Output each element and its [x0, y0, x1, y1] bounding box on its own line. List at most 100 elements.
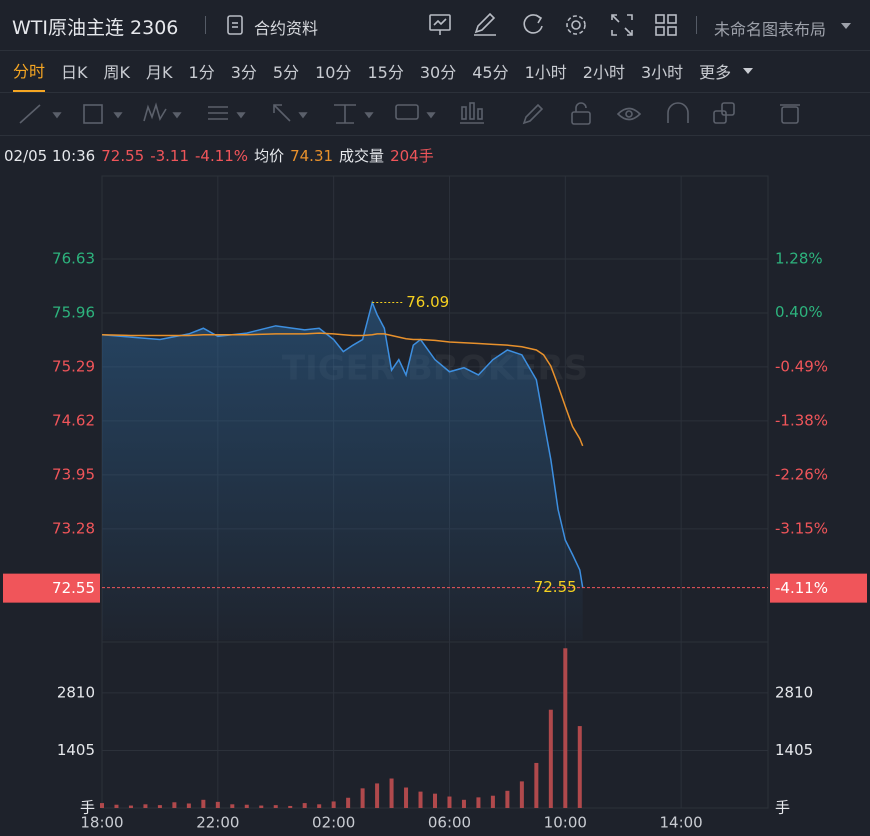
header: WTI原油主连 2306 合约资料 未命名图表布局	[0, 0, 870, 51]
max-label: 76.09	[406, 293, 449, 311]
volume-bar	[490, 795, 495, 808]
avg-value: 74.31	[290, 147, 334, 165]
quote-price: 72.55	[101, 147, 145, 165]
volume-bar	[534, 762, 539, 808]
y-tick-label: 73.28	[52, 519, 95, 537]
volume-bar	[244, 804, 249, 808]
doc-icon[interactable]	[226, 15, 244, 35]
separator	[205, 16, 206, 34]
volume-bar	[519, 781, 524, 808]
header-icons[interactable]	[428, 12, 688, 38]
avg-label: 均价	[254, 147, 285, 165]
y-tick-label: 73.95	[52, 465, 95, 483]
period-tab[interactable]: 5分	[272, 63, 300, 82]
period-tab[interactable]: 10分	[315, 63, 352, 82]
volume-bar	[201, 799, 206, 808]
last-pct-label: -4.11%	[775, 579, 828, 597]
period-tab[interactable]: 分时	[13, 50, 46, 92]
avg-line	[101, 332, 584, 447]
quote-line: 02/05 10:36 72.55 -3.11 -4.11% 均价 74.31 成交量 204…	[4, 145, 440, 166]
period-tab[interactable]: 1小时	[524, 63, 567, 82]
toolbar-icons[interactable]	[0, 93, 870, 135]
volume-bar	[548, 709, 553, 808]
y2-tick-label: -1.38%	[775, 412, 828, 430]
last-price-axis-label: 72.55	[52, 579, 95, 597]
volume-bar	[128, 805, 133, 808]
quote-time: 02/05 10:36	[4, 147, 96, 165]
volume-bar	[418, 791, 423, 808]
last-pct-box	[770, 573, 867, 603]
y2-tick-label: 1.28%	[775, 249, 823, 267]
volume-bar	[346, 797, 351, 808]
period-tab[interactable]: 月K	[146, 63, 173, 82]
period-tab[interactable]: 周K	[103, 63, 131, 82]
volume-label: 成交量	[339, 147, 385, 165]
volume-bar	[230, 804, 235, 808]
volume-bar	[302, 803, 307, 808]
separator	[696, 16, 697, 34]
volume-bar	[447, 796, 452, 808]
x-tick-label: 18:00	[80, 814, 123, 832]
x-tick-label: 22:00	[196, 814, 239, 832]
quote-change: -3.11	[150, 147, 189, 165]
volume-bar	[273, 805, 278, 808]
volume-bar	[476, 797, 481, 808]
volume-bar	[259, 805, 264, 808]
period-tab[interactable]: 30分	[419, 63, 457, 82]
volume-bar	[389, 778, 394, 808]
period-tab[interactable]: 1分	[188, 63, 215, 82]
x-tick-label: 14:00	[660, 814, 703, 832]
volume-bar	[317, 804, 322, 808]
layout-name[interactable]: 未命名图表布局	[714, 20, 827, 39]
y-tick-label: 74.62	[52, 411, 95, 429]
period-tab[interactable]: 3分	[230, 63, 257, 82]
volume-bar	[114, 804, 119, 808]
period-tab[interactable]: 2小时	[582, 63, 625, 82]
x-tick-label: 06:00	[428, 814, 471, 832]
volume-tick-label: 1405	[57, 741, 95, 759]
y2-tick-label: -3.15%	[775, 520, 828, 538]
volume-bar	[186, 803, 191, 808]
volume-tick-label-right: 手	[775, 799, 790, 817]
volume-bar	[404, 787, 409, 808]
more-caret[interactable]	[742, 67, 754, 75]
y2-tick-label: -2.26%	[775, 465, 828, 483]
symbol-title: WTI原油主连 2306	[12, 17, 179, 39]
volume-bar	[461, 799, 466, 808]
volume-bar	[288, 805, 293, 808]
period-tab[interactable]: 3小时	[640, 63, 684, 82]
volume-bar	[172, 802, 177, 808]
period-tab[interactable]: 45分	[472, 63, 509, 82]
volume-bar	[563, 648, 568, 808]
volume-bar	[157, 805, 162, 808]
volume-bar	[100, 803, 104, 808]
x-tick-label: 02:00	[312, 814, 355, 832]
period-tab[interactable]: 15分	[367, 63, 404, 82]
y2-tick-label: 0.40%	[775, 303, 823, 321]
y-tick-label: 76.63	[52, 249, 95, 267]
volume-tick-label-right: 1405	[775, 741, 813, 759]
drawing-toolbar	[0, 93, 870, 136]
y-tick-label: 75.96	[52, 303, 95, 321]
last-price-box	[3, 573, 100, 603]
volume-bar	[215, 801, 220, 808]
period-tab[interactable]: 更多	[699, 63, 732, 82]
volume-tick-label: 2810	[57, 683, 95, 701]
price-area	[102, 302, 583, 640]
volume-tick-label: 手	[80, 799, 95, 817]
period-tab[interactable]: 日K	[61, 63, 88, 82]
y-tick-label: 75.29	[52, 357, 95, 375]
volume-bar	[433, 793, 437, 808]
volume-bar	[143, 804, 148, 808]
volume-bar	[375, 783, 380, 808]
volume-bar	[577, 726, 582, 808]
contract-info[interactable]: 合约资料	[254, 19, 319, 38]
caret[interactable]	[840, 22, 852, 30]
volume-bar	[331, 801, 336, 808]
last-price-label: 72.55	[534, 578, 577, 596]
volume-tick-label-right: 2810	[775, 683, 813, 701]
quote-change-pct: -4.11%	[195, 147, 249, 165]
volume-bar	[505, 790, 510, 808]
